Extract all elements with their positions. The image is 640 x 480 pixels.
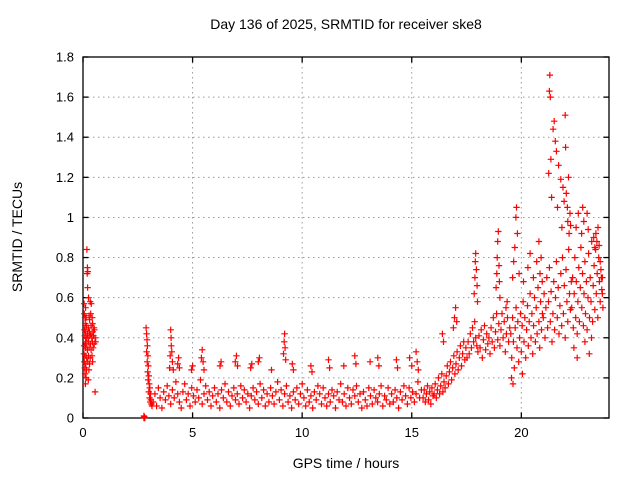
x-axis-label: GPS time / hours xyxy=(292,455,400,471)
plot-border xyxy=(82,56,610,419)
y-tick-label: 0.8 xyxy=(56,250,74,265)
y-tick-label: 0.4 xyxy=(56,330,74,345)
y-tick-label: 0.6 xyxy=(56,290,74,305)
chart-title: Day 136 of 2025, SRMTID for receiver ske… xyxy=(210,16,482,32)
y-tick-label: 1.2 xyxy=(56,170,74,185)
y-tick-label: 1 xyxy=(67,210,74,225)
y-tick-label: 1.4 xyxy=(56,130,74,145)
y-tick-label: 1.6 xyxy=(56,90,74,105)
y-tick-label: 0 xyxy=(67,411,74,426)
x-tick-label: 0 xyxy=(79,425,86,440)
y-tick-label: 1.8 xyxy=(56,50,74,65)
x-tick-label: 15 xyxy=(405,425,419,440)
x-tick-label: 10 xyxy=(295,425,309,440)
x-tick-label: 20 xyxy=(514,425,528,440)
data-points xyxy=(80,71,607,422)
y-tick-label: 0.2 xyxy=(56,370,74,385)
x-tick-label: 5 xyxy=(189,425,196,440)
